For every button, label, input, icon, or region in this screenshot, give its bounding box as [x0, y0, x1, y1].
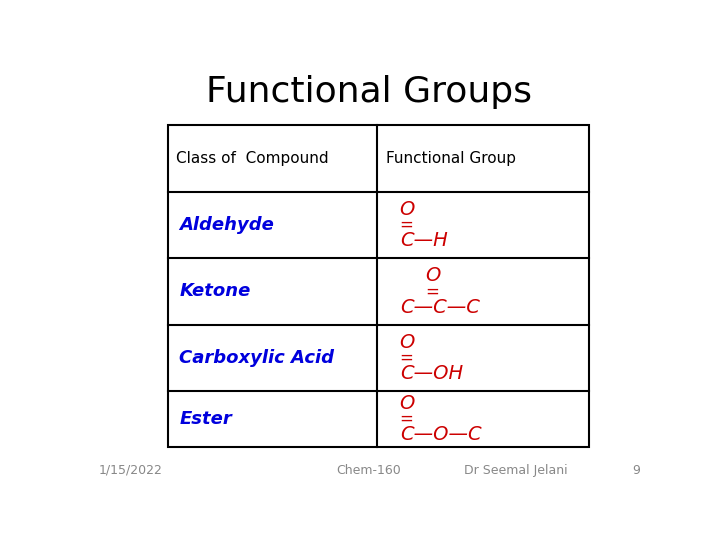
Text: Chem-160: Chem-160 [337, 464, 401, 477]
Text: 9: 9 [631, 464, 639, 477]
Text: Class of  Compound: Class of Compound [176, 151, 329, 166]
Text: Aldehyde: Aldehyde [179, 216, 274, 234]
Text: C—C—C: C—C—C [400, 298, 480, 317]
Text: Dr Seemal Jelani: Dr Seemal Jelani [464, 464, 567, 477]
Text: C—O—C: C—O—C [400, 426, 481, 444]
Text: O: O [400, 394, 415, 413]
Text: Functional Group: Functional Group [386, 151, 516, 166]
Text: 1/15/2022: 1/15/2022 [99, 464, 162, 477]
Text: =: = [400, 349, 413, 367]
Text: C—OH: C—OH [400, 364, 463, 383]
Text: C—H: C—H [400, 231, 447, 250]
Bar [168, 125, 590, 447]
Text: Ester: Ester [179, 410, 232, 428]
Text: O: O [425, 266, 440, 285]
Text: =: = [400, 410, 413, 428]
Text: Functional Groups: Functional Groups [206, 75, 532, 109]
Text: Ketone: Ketone [179, 282, 251, 300]
Text: =: = [425, 282, 438, 300]
Text: Carboxylic Acid: Carboxylic Acid [179, 349, 334, 367]
Text: O: O [400, 200, 415, 219]
Text: O: O [400, 333, 415, 352]
Text: =: = [400, 216, 413, 234]
